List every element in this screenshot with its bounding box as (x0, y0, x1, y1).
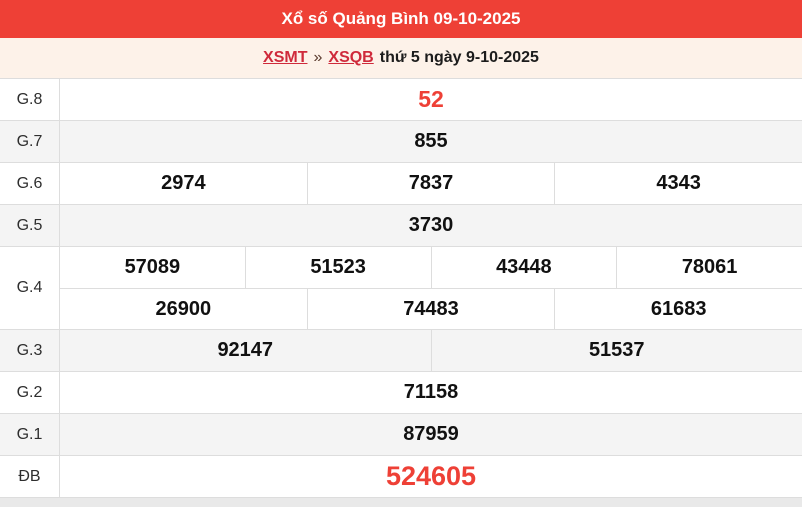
table-row: G.2 71158 (0, 372, 802, 414)
prize-line: 57089 51523 43448 78061 (60, 247, 802, 288)
prize-line: 3730 (60, 205, 802, 246)
prize-number: 2974 (161, 172, 206, 194)
prize-lines: 92147 51537 (60, 330, 802, 371)
breadcrumb-link-province[interactable]: XSQB (328, 49, 374, 66)
prize-label: G.1 (0, 414, 60, 455)
prize-line: 87959 (60, 414, 802, 455)
prize-lines: 2974 7837 4343 (60, 163, 802, 204)
prize-number: 52 (418, 86, 444, 112)
prize-lines: 52 (60, 79, 802, 120)
breadcrumb-link-region[interactable]: XSMT (263, 49, 308, 66)
table-row: G.5 3730 (0, 205, 802, 247)
prize-line: 92147 51537 (60, 330, 802, 371)
breadcrumb-date-text: thứ 5 ngày 9-10-2025 (379, 49, 539, 66)
table-row: ĐB 524605 (0, 456, 802, 498)
prize-label: G.8 (0, 79, 60, 120)
prize-line: 855 (60, 121, 802, 162)
prize-line: 52 (60, 79, 802, 120)
prize-number: 74483 (306, 289, 555, 329)
prize-number: 92147 (217, 339, 274, 361)
prize-lines: 71158 (60, 372, 802, 413)
prize-number: 51537 (430, 330, 802, 371)
prize-number: 57089 (124, 256, 181, 278)
title-bar: Xổ số Quảng Bình 09-10-2025 (0, 0, 802, 38)
prize-lines: 855 (60, 121, 802, 162)
prize-number: 87959 (403, 423, 459, 445)
prize-label: G.3 (0, 330, 60, 371)
prize-label: G.6 (0, 163, 60, 204)
prize-label: G.2 (0, 372, 60, 413)
prize-lines: 87959 (60, 414, 802, 455)
table-row: G.8 52 (0, 79, 802, 121)
prize-lines: 57089 51523 43448 78061 26900 74483 61683 (60, 247, 802, 329)
results-table: G.8 52 G.7 855 G.6 2974 7837 4343 G.5 3730 G.4 5708… (0, 78, 802, 498)
table-row: G.4 57089 51523 43448 78061 26900 74483 61683 (0, 247, 802, 330)
prize-number: 855 (414, 130, 448, 152)
table-row: G.7 855 (0, 121, 802, 163)
prize-label: G.5 (0, 205, 60, 246)
table-row: G.6 2974 7837 4343 (0, 163, 802, 205)
prize-number: 7837 (306, 163, 555, 204)
prize-lines: 524605 (60, 456, 802, 497)
prize-number: 524605 (385, 461, 477, 491)
prize-line: 26900 74483 61683 (60, 288, 802, 329)
prize-lines: 3730 (60, 205, 802, 246)
prize-label: ĐB (0, 456, 60, 497)
prize-number: 51523 (244, 247, 431, 288)
prize-line: 71158 (60, 372, 802, 413)
page-title: Xổ số Quảng Bình 09-10-2025 (281, 9, 521, 28)
prize-line: 524605 (60, 456, 802, 497)
prize-number: 78061 (616, 247, 802, 288)
prize-number: 3730 (408, 214, 454, 236)
prize-number: 71158 (403, 381, 459, 403)
table-row: G.3 92147 51537 (0, 330, 802, 372)
breadcrumb-separator-icon: » (313, 49, 323, 66)
table-row: G.1 87959 (0, 414, 802, 456)
prize-label: G.4 (0, 247, 60, 329)
prize-number: 26900 (155, 297, 212, 320)
prize-number: 43448 (430, 247, 617, 288)
breadcrumb: XSMT » XSQB thứ 5 ngày 9-10-2025 (0, 38, 802, 78)
prize-number: 61683 (554, 289, 802, 329)
prize-line: 2974 7837 4343 (60, 163, 802, 204)
prize-number: 4343 (554, 163, 802, 204)
prize-label: G.7 (0, 121, 60, 162)
